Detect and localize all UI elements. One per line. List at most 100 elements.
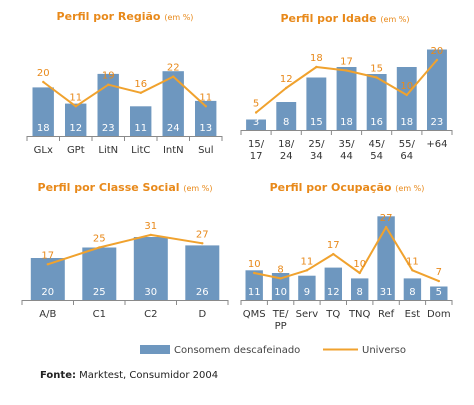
x-tick-label-line: 55/: [399, 139, 416, 150]
bar-2: [298, 275, 316, 300]
bar-4: [351, 278, 369, 300]
bar-value-label: 23: [431, 117, 444, 128]
bar-5: [377, 216, 395, 300]
chart-title-text: Perfil por Classe Social: [38, 181, 184, 194]
universo-value-label: 22: [167, 63, 180, 74]
x-tick-label-line: TE/: [272, 309, 289, 320]
universo-value-label: 15: [370, 64, 383, 75]
x-tick-label-line: QMS: [243, 309, 266, 320]
universo-point: [42, 80, 45, 84]
universo-point: [305, 269, 309, 272]
bar-2: [306, 77, 327, 130]
x-tick-label: Ref: [378, 309, 395, 320]
x-tick-label-line: Ref: [378, 309, 395, 320]
universo-point: [315, 65, 318, 69]
universo-value-label: 27: [196, 229, 209, 240]
universo-value-label: 11: [301, 256, 314, 267]
bar-value-label: 3: [253, 117, 259, 128]
universo-value-label: 17: [340, 57, 353, 68]
universo-value-label: 27: [380, 213, 393, 224]
x-tick-label: C2: [144, 309, 157, 320]
bar-7: [430, 286, 448, 300]
x-tick-label-line: 64: [400, 151, 413, 162]
universo-point: [411, 269, 414, 272]
universo-point: [107, 83, 110, 86]
bar-1: [65, 103, 87, 136]
chart-title-text: Perfil por Idade: [280, 12, 380, 25]
chart-perfil-ocupacao: Perfil por Ocupação (em %) 11 10 9 12 8 31 8 5 QM…: [240, 181, 453, 332]
universo-point: [345, 69, 348, 72]
bar-value-label: 26: [196, 287, 209, 298]
universo-value-label: 12: [280, 74, 293, 85]
universo-value-label: 16: [134, 79, 147, 90]
bar-value-label: 8: [357, 287, 363, 298]
bar-3: [130, 106, 152, 136]
x-tick-label: GLx: [34, 145, 53, 156]
universo-point: [253, 271, 256, 275]
universo-value-label: 11: [406, 256, 419, 267]
x-tick-label: TNQ: [348, 309, 371, 320]
bar-value-label: 16: [370, 117, 383, 128]
x-tick-label: GPt: [67, 145, 85, 156]
bar-0: [32, 87, 54, 136]
chart-title-text: Perfil por Ocupação: [270, 181, 396, 194]
bar-1: [271, 273, 290, 300]
x-tick-label: A/B: [39, 309, 56, 320]
chart-title-perfil-por-classe-social: Perfil por Classe Social (em %): [38, 181, 213, 194]
bar-1: [276, 102, 297, 130]
universo-value-label: 7: [436, 267, 442, 278]
chart-title-perfil-por-idade: Perfil por Idade (em %): [280, 12, 409, 25]
universo-line: [253, 226, 440, 283]
universo-value-label: 10: [353, 259, 366, 270]
bar-value-label: 18: [37, 123, 50, 134]
universo-value-label: 17: [327, 240, 340, 251]
x-tick-label: IntN: [163, 145, 184, 156]
chart-title-perfil-por-regiao: Perfil por Região (em %): [57, 10, 194, 23]
bar-value-label: 31: [380, 287, 393, 298]
x-tick-label: Serv: [296, 309, 319, 320]
universo-point: [332, 252, 335, 256]
universo-point: [279, 277, 282, 280]
universo-point: [358, 271, 361, 275]
bar-5: [396, 67, 417, 130]
universo-point: [201, 242, 204, 245]
x-tick-label-line: C1: [93, 309, 106, 320]
bar-value-label: 25: [93, 287, 106, 298]
legend-line-label: Universo: [362, 345, 406, 356]
x-tick-label: Est: [405, 309, 421, 320]
chart-perfil-classe-social: Perfil por Classe Social (em %) 20 25 30 26 A…: [21, 181, 229, 320]
bar-4: [366, 74, 387, 130]
x-tick-label-line: 17: [250, 151, 263, 162]
bar-6: [427, 49, 447, 130]
universo-value-label: 18: [310, 53, 323, 64]
bar-value-label: 23: [102, 123, 115, 134]
bar-value-label: 8: [409, 287, 415, 298]
bar-value-label: 5: [436, 287, 442, 298]
x-tick-label-line: 45/: [369, 139, 386, 150]
universo-point: [149, 233, 152, 237]
universo-point: [375, 76, 378, 79]
bar-value-label: 11: [248, 287, 261, 298]
chart-title-unit: (em %): [395, 184, 424, 193]
chart-perfil-idade: Perfil por Idade (em %) 3 8 15 18 16 18 23 15/17…: [240, 12, 453, 162]
bar-6: [403, 278, 422, 300]
bar-value-label: 13: [199, 123, 212, 134]
x-tick-label-line: TQ: [325, 309, 340, 320]
universo-value-label: 20: [431, 46, 444, 57]
bar-value-label: 12: [69, 123, 82, 134]
x-tick-label-line: D: [198, 309, 206, 320]
chart-title-perfil-por-ocupacao: Perfil por Ocupação (em %): [270, 181, 425, 194]
bar-3: [324, 267, 342, 300]
x-tick-label: TE/PP: [272, 309, 289, 332]
x-tick-label-line: 34: [310, 151, 323, 162]
x-tick-label-line: LitN: [98, 145, 118, 156]
universo-point: [285, 86, 288, 90]
x-tick-label-line: Dom: [427, 309, 451, 320]
x-tick-label: 35/44: [338, 139, 355, 162]
x-tick-label: D: [198, 309, 206, 320]
bar-value-label: 30: [144, 287, 157, 298]
x-tick-label-line: A/B: [39, 309, 56, 320]
universo-value-label: 11: [199, 92, 212, 103]
universo-point: [204, 105, 207, 108]
x-tick-label-line: IntN: [163, 145, 184, 156]
